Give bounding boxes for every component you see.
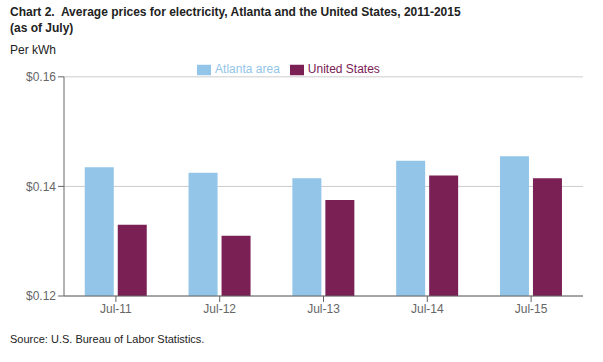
html-text:Per kWh: Per kWh <box>10 43 56 57</box>
svg-text:Jul-13: Jul-13 <box>307 302 340 316</box>
svg-text:Jul-15: Jul-15 <box>515 302 548 316</box>
svg-text:$0.12: $0.12 <box>26 289 56 303</box>
html-text:Source: U.S. Bureau of Labor S: Source: U.S. Bureau of Labor Statistics. <box>10 333 205 345</box>
svg-text:Jul-12: Jul-12 <box>203 302 236 316</box>
html-text:Atlanta area: Atlanta area <box>215 62 280 76</box>
html-text:United States: United States <box>307 62 380 76</box>
html-text:Chart 2. Average prices for el: Chart 2. Average prices for electricity,… <box>10 5 461 19</box>
svg-text:Jul-11: Jul-11 <box>100 302 132 316</box>
svg-text:Jul-14: Jul-14 <box>411 302 444 316</box>
svg-text:$0.14: $0.14 <box>26 180 56 194</box>
html-text:(as of July): (as of July) <box>10 21 74 35</box>
svg-text:$0.16: $0.16 <box>26 70 56 84</box>
